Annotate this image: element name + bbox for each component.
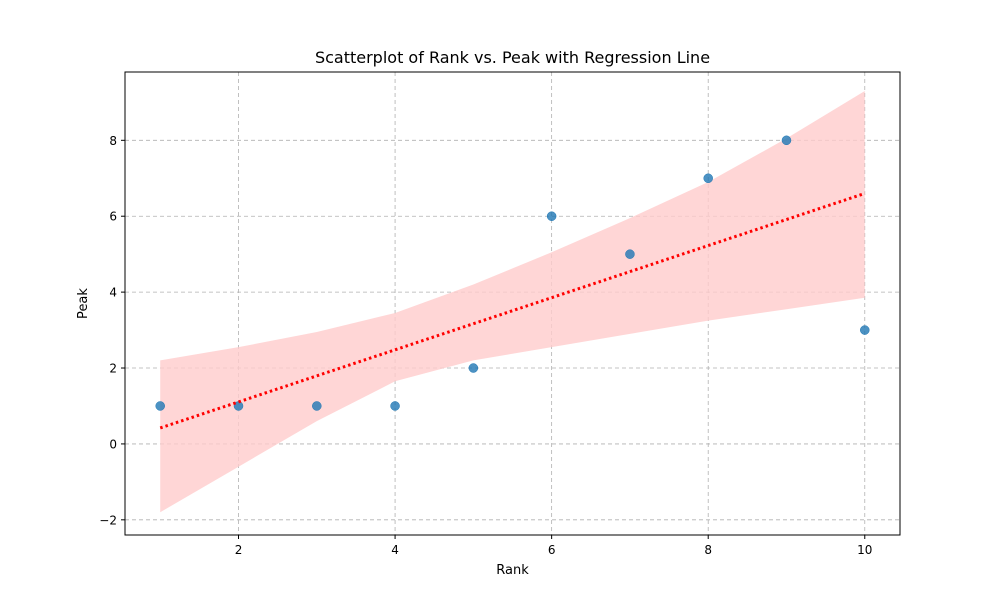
data-point	[312, 401, 322, 411]
data-point	[390, 401, 400, 411]
data-point	[546, 211, 557, 221]
y-tick-label: 2	[109, 362, 117, 376]
x-tick-label: 6	[548, 543, 556, 557]
confidence-band	[160, 90, 865, 513]
points-layer	[155, 135, 870, 411]
data-point	[625, 249, 635, 259]
plot-area-frame	[124, 71, 901, 536]
chart-title: Scatterplot of Rank vs. Peak with Regres…	[315, 48, 710, 67]
y-tick-label: 0	[109, 437, 117, 451]
y-tick-label: −2	[99, 513, 117, 527]
data-point	[781, 135, 792, 146]
x-axis-label: Rank	[496, 563, 529, 578]
data-point	[703, 173, 713, 184]
x-tick-label: 4	[391, 543, 399, 557]
tick-layer: 2 4 6 8 10 −2 0 2 4 6 8	[99, 134, 872, 557]
y-axis-label: Peak	[76, 288, 91, 319]
x-tick-label: 8	[704, 543, 712, 557]
data-point	[468, 363, 479, 373]
x-tick-label: 10	[857, 543, 872, 557]
y-tick-label: 4	[109, 286, 117, 300]
x-tick-label: 2	[235, 543, 243, 557]
confidence-band-layer	[160, 90, 865, 513]
y-tick-label: 6	[109, 210, 117, 224]
data-point	[155, 401, 165, 411]
y-tick-label: 8	[109, 134, 117, 148]
data-point	[860, 325, 870, 335]
